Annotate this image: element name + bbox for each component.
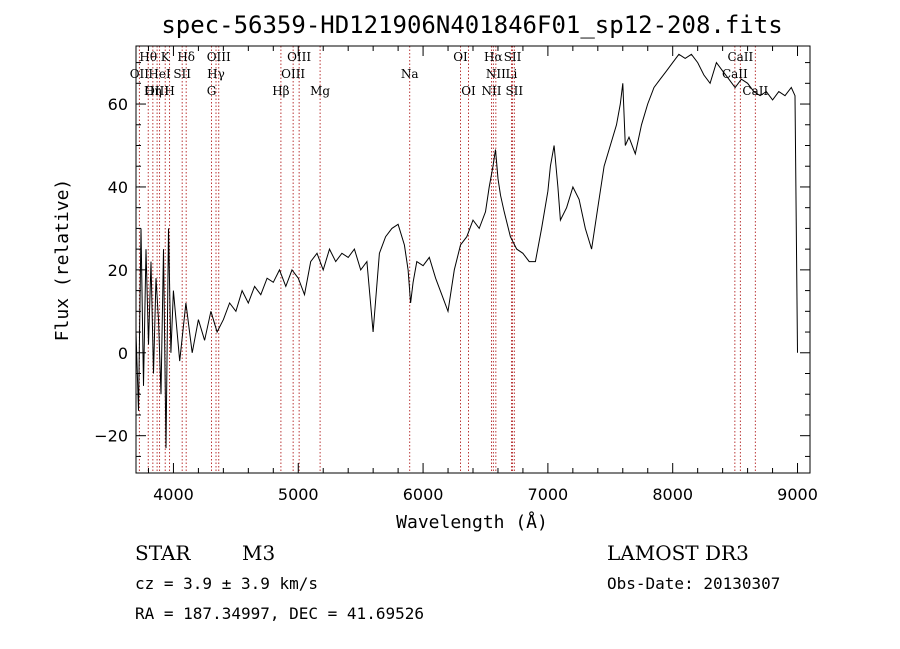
y-tick-label: 40: [108, 178, 128, 197]
chart-title: spec-56359-HD121906N401846F01_sp12-208.f…: [161, 11, 782, 39]
x-tick-label: 9000: [777, 485, 818, 504]
spectral-line-label: SII: [505, 84, 523, 98]
y-tick-label: 0: [118, 344, 128, 363]
y-tick-label: 60: [108, 95, 128, 114]
x-tick-label: 7000: [528, 485, 569, 504]
spectral-line-label: Na: [401, 67, 419, 81]
x-tick-label: 6000: [403, 485, 444, 504]
y-axis-label: Flux (relative): [52, 179, 73, 342]
spectral-line-label: OIII: [287, 50, 311, 64]
spectral-line-label: CaII: [722, 67, 748, 81]
survey-name: LAMOST DR3: [607, 541, 749, 565]
spectral-line-label: OIII: [145, 84, 169, 98]
spectral-line-label: CaII: [727, 50, 753, 64]
spectral-line-label: OIII: [207, 50, 231, 64]
y-tick-label: 20: [108, 261, 128, 280]
spectral-line-label: Li: [506, 67, 518, 81]
y-tick-label: −20: [94, 427, 128, 446]
spectral-line-label: NII: [481, 84, 501, 98]
redshift-cz: cz = 3.9 ± 3.9 km/s: [135, 574, 318, 593]
x-tick-label: 5000: [278, 485, 319, 504]
spectral-line-label: Hδ: [177, 50, 195, 64]
spectral-line-label: SII: [504, 50, 522, 64]
spectral-line-label: OI: [453, 50, 468, 64]
spectral-line-label: Hθ: [139, 50, 157, 64]
spectral-line-label: H: [164, 84, 174, 98]
object-subclass: M3: [242, 541, 275, 565]
x-tick-label: 8000: [652, 485, 693, 504]
spectral-line-markers: [138, 46, 756, 473]
spectral-line-label: Hη: [144, 84, 162, 98]
plot-frame: [135, 45, 811, 474]
x-tick-label: 4000: [153, 485, 194, 504]
spectral-line-label: OI: [461, 84, 476, 98]
x-axis-label: Wavelength (Å): [396, 511, 548, 533]
object-class: STAR: [135, 541, 191, 565]
spectral-line-label: Hγ: [207, 67, 225, 81]
spectrum-series-line: [135, 53, 798, 449]
spectral-line-label: Hα: [484, 50, 503, 64]
spectral-line-label: K: [161, 50, 171, 64]
spectral-line-label: SII: [173, 67, 191, 81]
coordinates: RA = 187.34997, DEC = 41.69526: [135, 604, 424, 623]
spectral-line-label: G: [207, 84, 217, 98]
spectral-line-label: HeI: [148, 67, 171, 81]
spectral-line-label: Mg: [310, 84, 330, 98]
spectral-line-label: OII: [130, 67, 150, 81]
obs-date: Obs-Date: 20130307: [607, 574, 780, 593]
spectral-line-label: Hβ: [272, 84, 289, 98]
spectral-line-label: CaII: [742, 84, 768, 98]
axis-ticks: 4000 5000 6000 7000 8000 9000 −20 0 20 40 60: [94, 46, 818, 504]
spectral-line-label: NII: [486, 67, 506, 81]
spectral-line-label: OIII: [281, 67, 305, 81]
